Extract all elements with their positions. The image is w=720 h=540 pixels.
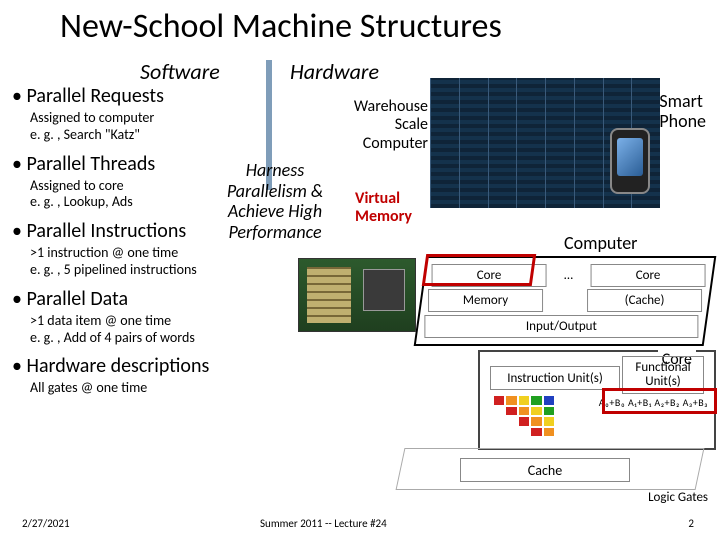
or-gate-icon <box>598 498 720 540</box>
bullet-parallel-requests: Parallel Requests <box>12 84 282 108</box>
io-cell: Input/Output <box>424 315 698 338</box>
software-label: Software <box>140 58 220 85</box>
bullet-parallel-data: Parallel Data <box>12 287 282 311</box>
warehouse-label: Warehouse Scale Computer <box>328 98 428 153</box>
bullet-list: Parallel Requests Assigned to computer e… <box>12 84 282 405</box>
smartphone-label: Smart Phone <box>659 92 706 132</box>
slide-title: New-School Machine Structures <box>60 6 502 47</box>
core-cell-2: Core <box>591 264 706 287</box>
motherboard-image <box>298 258 416 332</box>
computer-label: Computer <box>564 232 637 254</box>
core-ellipsis: … <box>549 264 589 287</box>
footer-page-number: 2 <box>688 517 694 530</box>
bullet-parallel-instructions-sub: >1 instruction @ one time e. g. , 5 pipe… <box>30 245 282 279</box>
pipeline-bars <box>494 396 554 436</box>
bullet-hardware-descriptions-sub: All gates @ one time <box>30 380 282 397</box>
virtual-memory-label: Virtual Memory <box>355 190 412 225</box>
memory-cell: Memory <box>428 289 543 312</box>
hardware-label: Hardware <box>290 58 379 85</box>
cache-cell: (Cache) <box>587 289 702 312</box>
bullet-parallel-requests-sub: Assigned to computer e. g. , Search "Kat… <box>30 110 282 144</box>
bullet-parallel-data-sub: >1 data item @ one time e. g. , Add of 4… <box>30 313 282 347</box>
spacer <box>545 289 585 312</box>
smartphone-icon <box>610 128 650 194</box>
bullet-hardware-descriptions: Hardware descriptions <box>12 354 282 378</box>
core-highlight-box <box>422 254 536 286</box>
footer-date: 2/27/2021 <box>22 517 70 530</box>
functional-highlight-box <box>602 388 717 414</box>
cache-box: Cache <box>460 458 630 482</box>
footer-lecture: Summer 2011 -- Lecture #24 <box>260 517 387 530</box>
instruction-units-box: Instruction Unit(s) <box>490 366 620 390</box>
harness-text: Harness Parallelism & Achieve High Perfo… <box>210 160 340 243</box>
